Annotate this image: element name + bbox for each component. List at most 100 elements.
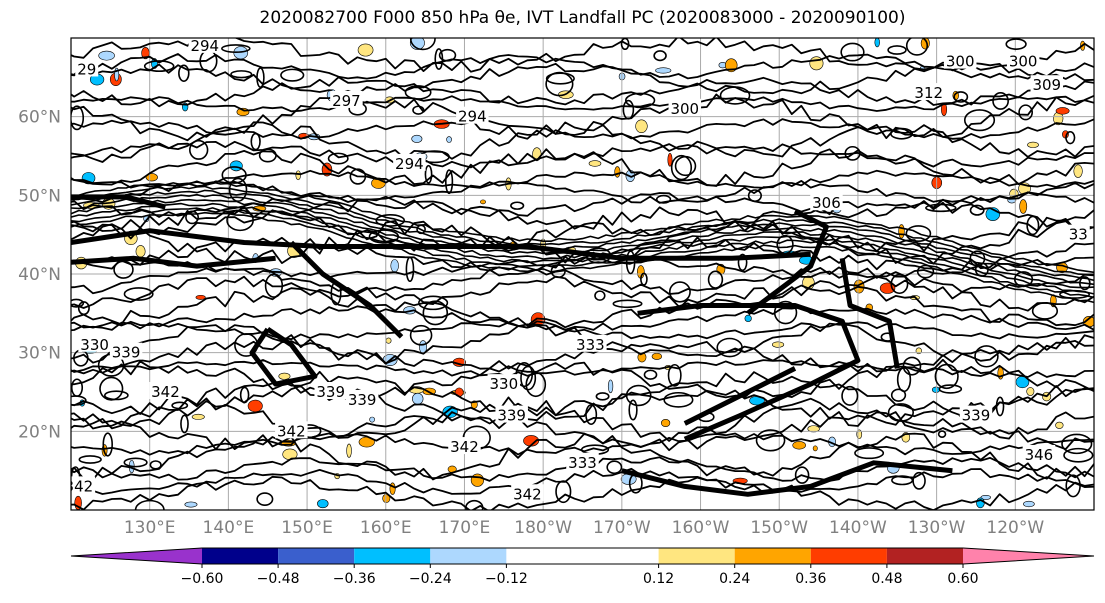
- lon-tick-label: 120°W: [986, 518, 1044, 538]
- theta-e-closed-contour: [424, 164, 433, 184]
- contour-label-bg: [943, 51, 977, 69]
- theta-e-contour-line: [71, 385, 1094, 429]
- pc-anomaly-patch: [411, 134, 423, 143]
- contour-label-bg: [71, 476, 96, 494]
- contour-label: 330: [80, 336, 109, 354]
- theta-e-closed-contour: [887, 45, 907, 55]
- latitude-axis: 20°N 30°N 40°N 50°N 60°N: [18, 108, 61, 443]
- ivt-contour-line: [746, 208, 829, 316]
- theta-e-closed-contour: [418, 295, 449, 311]
- contour-label-bg: [668, 98, 702, 116]
- theta-e-closed-contour: [969, 204, 985, 216]
- theta-e-closed-contour: [974, 262, 989, 277]
- lat-tick-label: 50°N: [18, 186, 61, 206]
- theta-e-closed-contour: [280, 68, 305, 82]
- pc-anomaly-patch: [98, 50, 115, 61]
- ivt-contour-line: [839, 257, 900, 369]
- pc-anomaly-patch: [191, 413, 205, 420]
- theta-e-closed-contour: [992, 92, 1009, 110]
- theta-e-closed-contour: [123, 457, 148, 468]
- pc-anomaly-patch: [317, 499, 329, 509]
- contour-label: 342: [450, 438, 479, 456]
- theta-e-closed-contour: [1063, 447, 1094, 463]
- theta-e-closed-contour: [643, 369, 658, 380]
- theta-e-closed-contour: [995, 396, 1005, 417]
- pc-anomaly-patch: [1055, 421, 1064, 429]
- colorbar-tick-label: 0.24: [719, 571, 750, 587]
- pc-anomaly-patch: [771, 341, 785, 348]
- theta-e-closed-contour: [545, 72, 575, 85]
- pc-anomaly-patch: [792, 441, 806, 450]
- theta-e-closed-contour: [409, 324, 433, 346]
- theta-e-closed-contour: [737, 253, 748, 272]
- ivt-contour-line: [289, 240, 404, 339]
- pc-anomaly-patch: [607, 379, 614, 394]
- colorbar-tick-label: −0.60: [181, 571, 224, 587]
- ivt-contour-line: [71, 228, 811, 261]
- theta-e-closed-contour: [256, 492, 274, 506]
- theta-e-contour-line: [71, 305, 1094, 331]
- theta-e-closed-contour: [1031, 302, 1059, 320]
- theta-e-closed-contour: [78, 455, 102, 464]
- ivt-contour-line: [249, 327, 318, 387]
- theta-e-contour-line: [71, 76, 1094, 108]
- theta-e-closed-contour: [794, 466, 810, 484]
- lon-tick-label: 170°W: [593, 518, 651, 538]
- pc-anomaly-patch: [1026, 387, 1035, 396]
- contour-label-bg: [345, 389, 379, 407]
- pc-anomaly-patch: [874, 38, 880, 48]
- theta-e-closed-contour: [585, 404, 598, 426]
- contour-label: 29: [77, 60, 96, 78]
- contour-label-bg: [511, 484, 544, 502]
- theta-e-contour-line: [71, 169, 1094, 189]
- contour-label-bg: [78, 334, 111, 352]
- theta-e-contour-line: [71, 467, 1094, 495]
- theta-e-closed-contour: [1059, 289, 1091, 299]
- theta-e-closed-contour: [916, 264, 935, 279]
- theta-e-closed-contour: [974, 345, 999, 368]
- pc-anomaly-patch: [321, 162, 333, 177]
- theta-e-closed-contour: [226, 209, 254, 232]
- chart-title: 2020082700 F000 850 hPa θe, IVT Landfall…: [259, 8, 906, 28]
- theta-e-contour-line: [71, 370, 1094, 417]
- contour-label-bg: [448, 437, 481, 455]
- pc-anomaly-patch: [135, 245, 146, 258]
- ivt-contour-line: [637, 303, 861, 442]
- pc-anomaly-patch: [660, 419, 671, 427]
- theta-e-closed-contour: [550, 264, 566, 279]
- pc-anomaly-patch: [807, 425, 820, 433]
- contour-label: 297: [332, 92, 361, 110]
- theta-e-closed-contour: [438, 48, 457, 62]
- theta-e-contour-line: [71, 322, 1094, 365]
- lon-tick-label: 150°W: [750, 518, 808, 538]
- lon-tick-label: 160°E: [360, 518, 412, 538]
- theta-e-closed-contour: [149, 460, 162, 470]
- colorbar-segment: [202, 548, 279, 564]
- theta-e-closed-contour: [1061, 433, 1093, 455]
- theta-e-closed-contour: [653, 50, 667, 62]
- theta-e-closed-contour: [854, 447, 885, 460]
- colorbar-tick-label: −0.36: [333, 571, 376, 587]
- theta-e-closed-contour: [1079, 276, 1091, 291]
- lon-tick-label: 140°W: [829, 518, 887, 538]
- ivt-contour-line: [71, 194, 167, 210]
- pc-anomaly-patch: [252, 205, 267, 212]
- theta-e-closed-contour: [102, 432, 113, 457]
- theta-e-closed-contour: [667, 363, 682, 387]
- contour-label-bg: [275, 421, 308, 439]
- theta-e-closed-contour: [171, 401, 189, 410]
- contour-label-bg: [149, 382, 182, 399]
- theta-e-closed-contour: [719, 86, 751, 105]
- theta-e-contour-line: [71, 411, 1094, 452]
- theta-e-closed-contour: [628, 399, 638, 421]
- theta-e-closed-contour: [71, 298, 85, 308]
- theta-e-contour-line: [71, 140, 1094, 169]
- contour-label-bg: [109, 342, 143, 360]
- ivt-contour-line: [683, 366, 797, 426]
- pc-anomaly-patch: [278, 372, 291, 380]
- pc-anomaly-patch: [369, 416, 375, 423]
- theta-e-closed-contour: [963, 109, 996, 132]
- theta-e-closed-contour: [640, 272, 648, 286]
